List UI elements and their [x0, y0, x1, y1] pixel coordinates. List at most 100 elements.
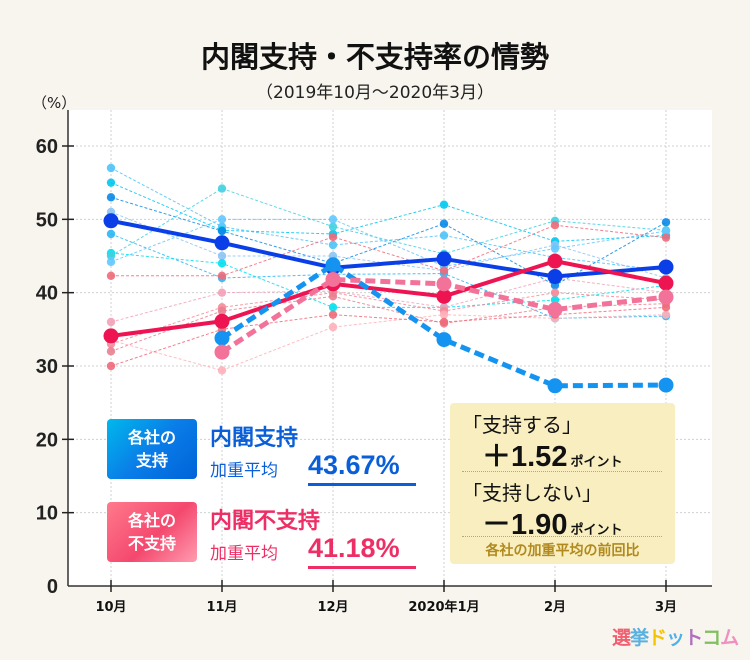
support-avg-value: 43.67% — [308, 450, 416, 486]
logo-char: 選 — [612, 627, 631, 649]
data-point — [328, 310, 338, 319]
x-tick-label: 2月 — [544, 600, 566, 615]
data-point — [214, 344, 230, 360]
data-point — [328, 215, 338, 224]
y-tick-label: 60 — [36, 136, 58, 158]
separator — [462, 536, 662, 537]
data-point — [328, 303, 338, 312]
x-tick-labels: 10月 11月 12月 2020年1月 2月 3月 — [95, 599, 677, 615]
data-point — [661, 310, 671, 319]
series-company — [106, 221, 671, 280]
data-point — [217, 215, 227, 224]
data-point — [106, 271, 116, 280]
unsupport-badge-line1: 各社の — [127, 511, 176, 530]
logo-char: ム — [720, 627, 739, 649]
y-tick-labels: 0 10 20 30 40 50 60 — [36, 136, 58, 598]
series-line — [110, 259, 667, 338]
logo-char: ッ — [666, 627, 685, 649]
data-point — [439, 266, 449, 275]
data-point — [325, 257, 341, 273]
data-point — [214, 330, 230, 346]
data-point — [217, 251, 227, 261]
data-point — [325, 271, 341, 287]
series-line — [110, 306, 667, 367]
y-tick-label: 0 — [47, 576, 58, 598]
unsupport-badge-line2: 不支持 — [127, 534, 176, 553]
unsupport-change-unit: ポイント — [570, 523, 623, 538]
data-point — [547, 302, 563, 318]
y-axis-unit: （%） — [32, 94, 77, 112]
x-tick-label: 11月 — [206, 600, 237, 615]
data-point — [439, 317, 449, 327]
data-point — [547, 378, 563, 394]
data-point — [217, 366, 227, 375]
separator — [462, 471, 662, 472]
series-line — [110, 218, 667, 267]
data-point — [106, 347, 116, 356]
series-line — [110, 167, 667, 272]
data-point — [328, 232, 338, 242]
series-line — [110, 233, 667, 319]
data-point — [436, 332, 452, 348]
series-line — [110, 218, 667, 279]
data-point — [217, 271, 227, 280]
data-point — [436, 251, 452, 267]
data-point — [217, 226, 227, 236]
data-point — [439, 200, 449, 209]
x-tick-label: 2020年1月 — [408, 599, 479, 615]
data-point — [439, 231, 449, 240]
data-point — [106, 229, 116, 239]
unsupport-change-value: －1.90 ポイント — [482, 501, 622, 543]
support-change-value: ＋1.52 ポイント — [482, 433, 622, 475]
data-point — [217, 184, 227, 193]
data-point — [436, 288, 452, 304]
series-line — [220, 262, 667, 389]
data-point — [328, 292, 338, 301]
series-line — [110, 314, 667, 371]
unsupport-title: 内閣不支持 — [210, 509, 321, 534]
logo-char: ト — [684, 627, 703, 649]
data-point — [328, 240, 338, 250]
data-point — [328, 322, 338, 332]
series-line — [110, 188, 667, 257]
logo-char: コ — [702, 627, 721, 649]
support-change-unit: ポイント — [570, 455, 623, 470]
data-point — [547, 269, 563, 285]
data-point — [217, 306, 227, 316]
support-title: 内閣支持 — [210, 426, 299, 451]
y-tick-label: 10 — [36, 503, 58, 525]
chart-subtitle: （2019年10月～2020年3月） — [256, 83, 494, 103]
data-point — [661, 218, 671, 227]
data-point — [106, 361, 116, 371]
change-box-footer: 各社の加重平均の前回比 — [485, 543, 640, 559]
series-line — [110, 182, 667, 242]
data-point — [550, 288, 560, 297]
support-change-label: 「支持する」 — [462, 413, 582, 437]
support-avg-label: 加重平均 — [210, 461, 278, 481]
data-point — [661, 233, 671, 242]
support-badge-line2: 支持 — [135, 451, 168, 470]
logo-char: 挙 — [630, 627, 649, 649]
x-tick-label: 3月 — [655, 600, 677, 615]
y-tick-label: 40 — [36, 283, 58, 305]
data-point — [103, 213, 119, 229]
unsupport-avg-value: 41.18% — [308, 533, 416, 569]
x-tick-label: 10月 — [95, 600, 126, 615]
series-main — [214, 257, 674, 394]
average-lines — [103, 213, 674, 394]
y-tick-label: 30 — [36, 356, 58, 378]
data-point — [106, 251, 116, 261]
axes — [62, 110, 712, 592]
data-point — [550, 221, 560, 230]
data-point — [106, 178, 116, 187]
data-point — [658, 275, 674, 291]
data-point — [217, 288, 227, 297]
chart-title: 内閣支持・不支持率の情勢 — [200, 40, 549, 74]
data-point — [106, 257, 116, 267]
data-point — [436, 276, 452, 292]
data-point — [550, 244, 560, 253]
data-point — [550, 295, 560, 305]
y-tick-label: 50 — [36, 209, 58, 231]
data-point — [106, 317, 116, 327]
x-tick-label: 12月 — [317, 600, 348, 615]
